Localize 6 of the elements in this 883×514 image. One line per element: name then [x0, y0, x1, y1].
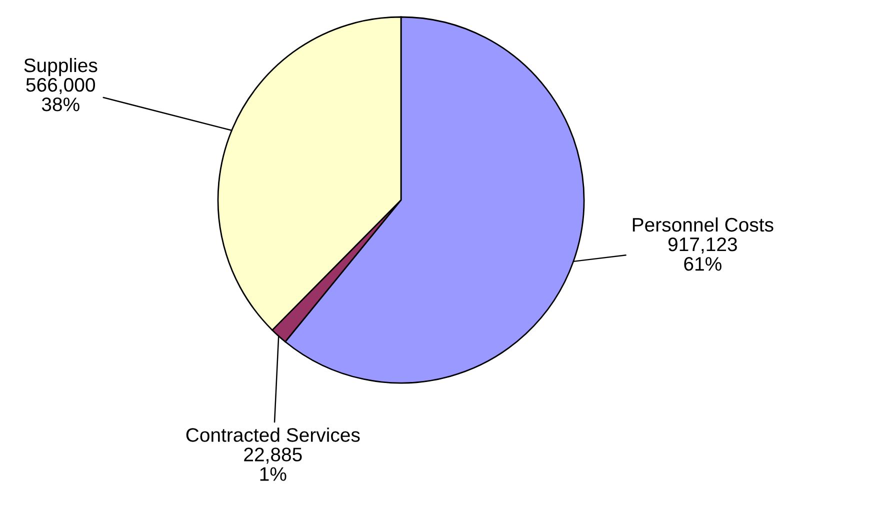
- slice-label: Supplies: [24, 58, 98, 76]
- slice-label: Personnel Costs: [632, 217, 774, 232]
- data-label: 917,123 61%: [668, 237, 737, 271]
- data-label: 22,885 1%: [244, 448, 302, 481]
- slice-label: Contracted Services: [186, 428, 360, 442]
- data-label: 566,000 38%: [26, 78, 96, 112]
